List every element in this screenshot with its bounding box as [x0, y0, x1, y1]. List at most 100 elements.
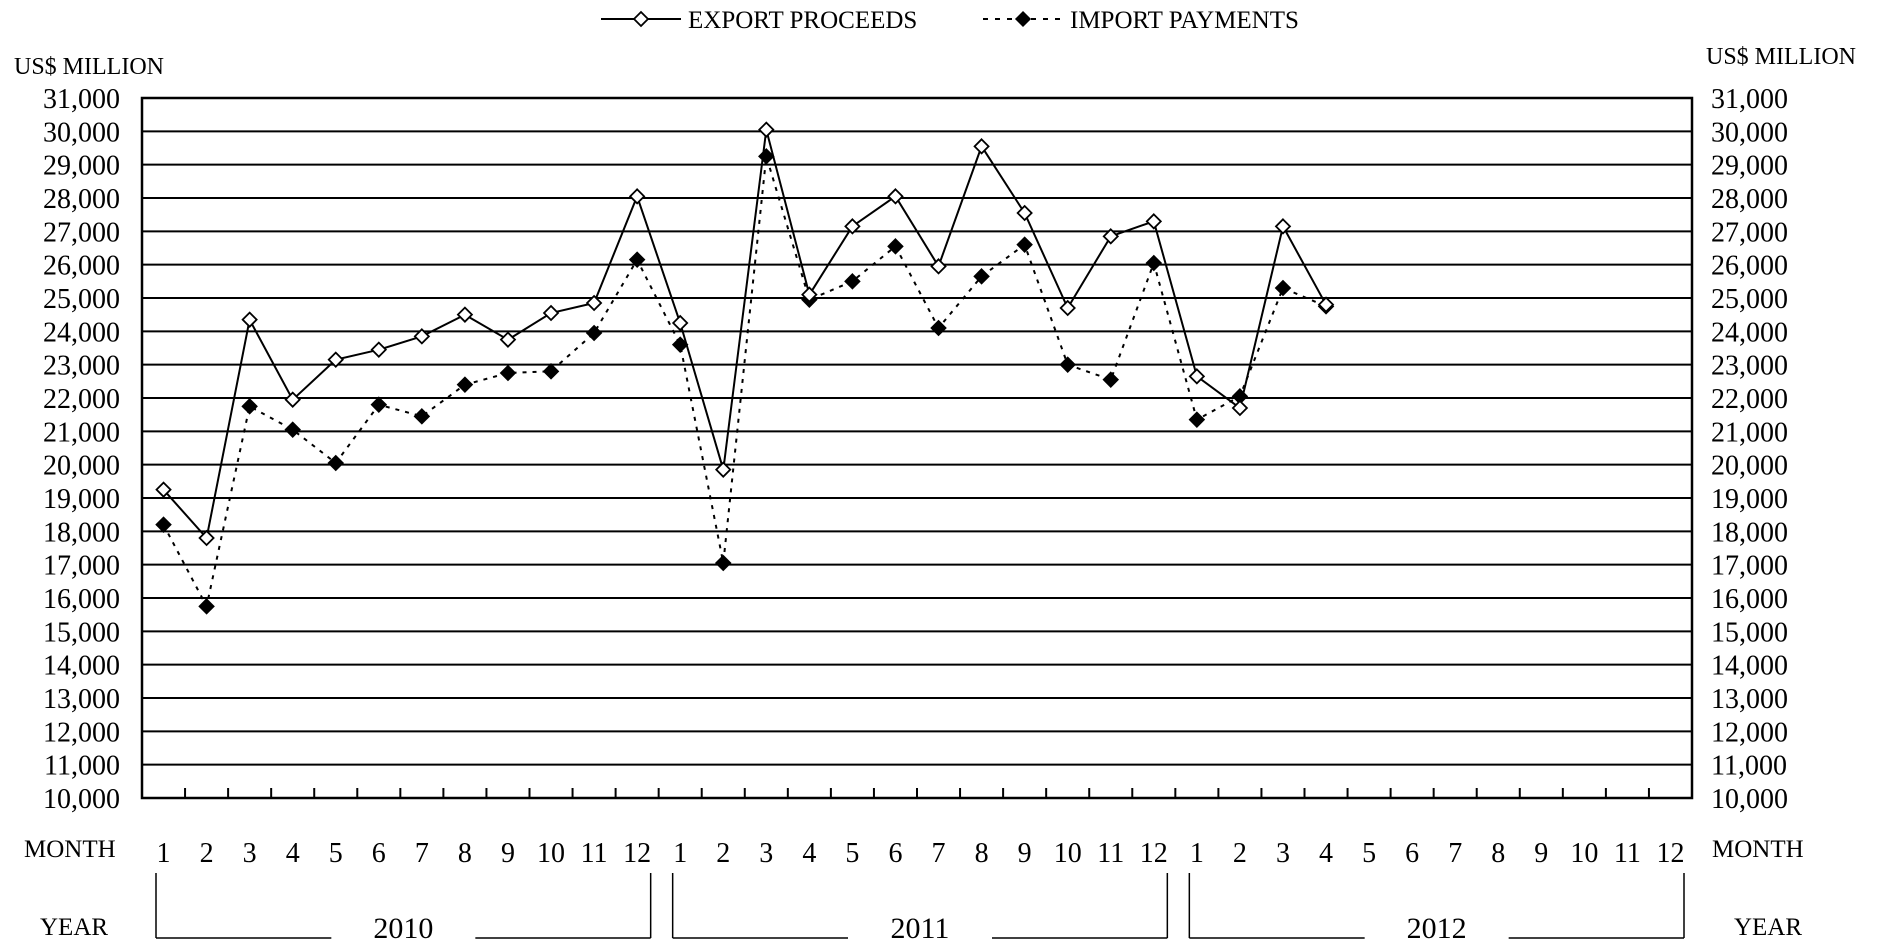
month-row-label-left: MONTH [24, 836, 116, 863]
y-tick-label-right: 30,000 [1711, 117, 1788, 148]
import-payments-point [501, 366, 515, 380]
month-label: 8 [1491, 838, 1505, 869]
y-tick-label-right: 26,000 [1711, 251, 1788, 282]
y-tick-label-left: 21,000 [43, 417, 120, 448]
month-label: 7 [932, 838, 946, 869]
legend-export-label: EXPORT PROCEEDS [688, 7, 917, 34]
y-tick-label-left: 18,000 [43, 517, 120, 548]
import-payments-point [1147, 256, 1161, 270]
import-payments-point [1276, 281, 1290, 295]
export-proceeds-point [1190, 369, 1204, 383]
month-label: 11 [1614, 838, 1641, 869]
year-row-label-left: YEAR [40, 914, 108, 940]
month-label: 1 [673, 838, 687, 869]
y-tick-label-left: 30,000 [43, 117, 120, 148]
month-label: 4 [1319, 838, 1333, 869]
export-proceeds-point [243, 313, 257, 327]
month-label: 4 [802, 838, 816, 869]
export-proceeds-point [544, 306, 558, 320]
export-proceeds-point [1061, 301, 1075, 315]
month-row-label-right: MONTH [1712, 836, 1804, 863]
month-label: 8 [458, 838, 472, 869]
y-tick-label-right: 13,000 [1711, 684, 1788, 715]
y-tick-label-right: 29,000 [1711, 151, 1788, 182]
y-tick-label-right: 21,000 [1711, 417, 1788, 448]
export-proceeds-point [759, 123, 773, 137]
import-payments-point [1061, 358, 1075, 372]
import-payments-point [243, 399, 257, 413]
month-label: 3 [243, 838, 257, 869]
month-label: 9 [1018, 838, 1032, 869]
legend-import-marker [1016, 12, 1030, 26]
import-payments-point [1190, 413, 1204, 427]
series-markers [157, 123, 1334, 614]
y-tick-label-left: 25,000 [43, 284, 120, 315]
export-proceeds-point [458, 308, 472, 322]
y-axis-left-labels: 10,00011,00012,00013,00014,00015,00016,0… [43, 84, 120, 815]
y-tick-label-left: 12,000 [43, 717, 120, 748]
import-payments-point [716, 556, 730, 570]
y-tick-label-left: 13,000 [43, 684, 120, 715]
y-tick-label-left: 19,000 [43, 484, 120, 515]
month-label: 7 [1448, 838, 1462, 869]
y-tick-label-left: 14,000 [43, 651, 120, 682]
y-tick-label-left: 31,000 [43, 84, 120, 115]
import-payments-point [587, 326, 601, 340]
export-proceeds-point [501, 333, 515, 347]
year-brackets: 2010 2011 2012 [156, 873, 1684, 940]
legend-import-label: IMPORT PAYMENTS [1070, 7, 1299, 34]
y-tick-label-left: 28,000 [43, 184, 120, 215]
y-axis-right-labels: 10,00011,00012,00013,00014,00015,00016,0… [1711, 84, 1788, 815]
year-label: 2011 [891, 912, 950, 940]
export-proceeds-point [372, 343, 386, 357]
month-label: 6 [1405, 838, 1419, 869]
y-tick-label-left: 20,000 [43, 451, 120, 482]
grid-lines [142, 131, 1692, 764]
legend: EXPORT PROCEEDS IMPORT PAYMENTS [601, 7, 1299, 34]
y-tick-label-left: 23,000 [43, 351, 120, 382]
export-proceeds-point [1018, 206, 1032, 220]
month-label: 12 [1140, 838, 1168, 869]
y-tick-label-left: 16,000 [43, 584, 120, 615]
year-label: 2010 [373, 912, 433, 940]
month-label: 5 [329, 838, 343, 869]
y-tick-label-right: 18,000 [1711, 517, 1788, 548]
y-tick-label-right: 20,000 [1711, 451, 1788, 482]
month-label: 4 [286, 838, 300, 869]
month-label: 9 [1534, 838, 1548, 869]
y-tick-label-right: 17,000 [1711, 551, 1788, 582]
import-payments-point [157, 518, 171, 532]
month-label: 11 [1097, 838, 1124, 869]
month-label: 2 [1233, 838, 1247, 869]
y-tick-label-left: 10,000 [43, 784, 120, 815]
month-label: 6 [372, 838, 386, 869]
import-payments-point [1018, 238, 1032, 252]
month-label: 9 [501, 838, 515, 869]
y-tick-label-left: 11,000 [44, 751, 120, 782]
y-axis-right-unit: US$ MILLION [1706, 44, 1856, 70]
y-tick-label-left: 26,000 [43, 251, 120, 282]
y-tick-label-left: 15,000 [43, 617, 120, 648]
y-tick-label-left: 22,000 [43, 384, 120, 415]
y-tick-label-right: 28,000 [1711, 184, 1788, 215]
month-label: 3 [759, 838, 773, 869]
import-payments-point [932, 321, 946, 335]
month-label: 1 [157, 838, 171, 869]
month-labels: 1 2 3 4 5 6 7 8 9 10 11 12 1 2 3 4 5 6 7 8 9 10 11 12 1 2 3 4 5 6 7 8 9 1… [157, 838, 1685, 869]
import-payments-point [415, 409, 429, 423]
y-tick-label-left: 24,000 [43, 317, 120, 348]
month-label: 5 [845, 838, 859, 869]
y-axis-left-unit: US$ MILLION [14, 54, 164, 80]
y-tick-label-right: 10,000 [1711, 784, 1788, 815]
month-label: 1 [1190, 838, 1204, 869]
plot-area-frame [142, 98, 1692, 798]
export-proceeds-point [1233, 401, 1247, 415]
y-tick-label-right: 15,000 [1711, 617, 1788, 648]
y-tick-label-right: 23,000 [1711, 351, 1788, 382]
export-proceeds-point [673, 316, 687, 330]
month-label: 10 [1054, 838, 1082, 869]
export-proceeds-point [1147, 214, 1161, 228]
export-proceeds-point [630, 189, 644, 203]
year-row-label-right: YEAR [1734, 914, 1802, 940]
y-tick-label-left: 17,000 [43, 551, 120, 582]
